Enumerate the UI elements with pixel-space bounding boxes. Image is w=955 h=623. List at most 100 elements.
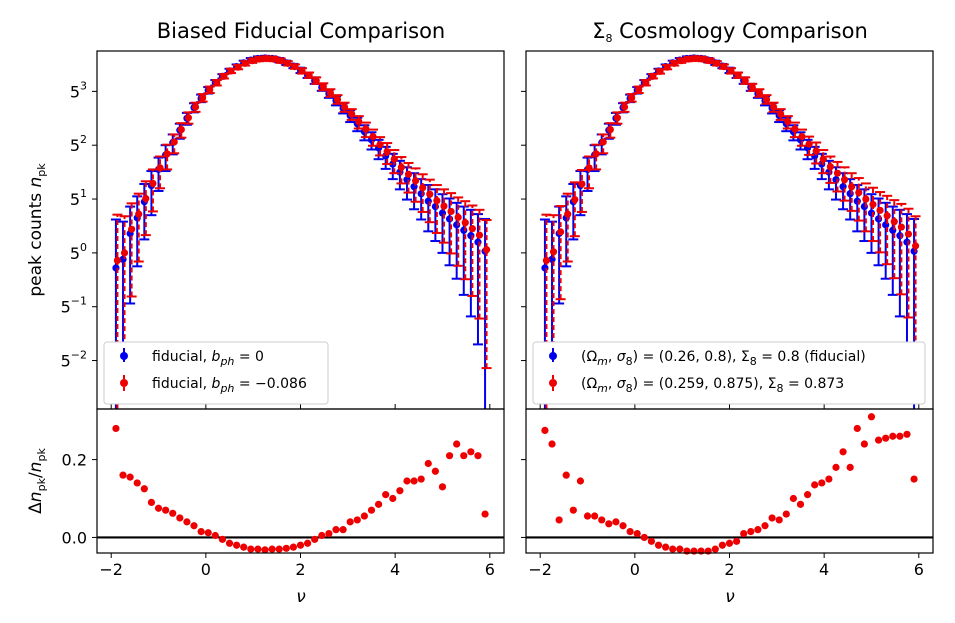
ratio-point	[197, 527, 205, 536]
data-point	[564, 210, 572, 218]
ratio-point	[325, 529, 333, 538]
left-ratio-plot: −2 0 2 4 6 0.0 0.2	[62, 424, 504, 579]
ratio-point	[747, 527, 755, 536]
x-tick-label: 6	[914, 560, 924, 579]
ratio-point	[555, 516, 563, 524]
x-tick-label: −2	[528, 560, 552, 579]
data-point	[748, 83, 756, 91]
ratio-point	[725, 539, 734, 547]
data-point	[454, 213, 462, 221]
y-tick-label: 53	[70, 79, 87, 101]
ratio-point	[119, 471, 127, 479]
data-point	[720, 63, 728, 71]
data-point	[541, 264, 549, 272]
ratio-point	[910, 475, 918, 483]
data-point	[791, 125, 799, 133]
ratio-point	[417, 475, 425, 483]
ratio-point	[225, 539, 234, 547]
data-point	[706, 57, 714, 65]
legend-entry-blue-left: fiducial, bph = 0	[120, 348, 264, 368]
ratio-point	[332, 526, 340, 534]
data-point	[453, 221, 461, 229]
ratio-point	[481, 510, 489, 518]
ratio-point	[654, 541, 663, 549]
left-ratio-frame	[96, 408, 505, 554]
ratio-point	[860, 440, 868, 448]
data-point	[213, 79, 221, 87]
data-point	[713, 59, 721, 67]
data-point	[128, 225, 136, 233]
ratio-point	[247, 545, 255, 553]
ratio-point	[803, 491, 812, 499]
data-point	[542, 256, 551, 265]
data-point	[270, 55, 278, 63]
ratio-point	[233, 541, 241, 549]
ratio-point	[353, 516, 361, 524]
ratio-point	[576, 477, 585, 485]
data-point	[663, 63, 671, 71]
ratio-point	[445, 452, 454, 460]
data-point	[642, 79, 650, 87]
data-point	[869, 200, 877, 209]
data-point	[549, 248, 558, 256]
ratio-point	[903, 430, 911, 438]
data-point	[867, 209, 876, 217]
ratio-point	[583, 512, 592, 520]
data-point	[184, 114, 193, 122]
x-tick-label: 2	[295, 560, 305, 579]
data-point	[426, 190, 434, 198]
ratio-point	[360, 512, 368, 520]
ratio-point	[303, 539, 312, 547]
legend-left: fiducial, bph = 0 fiducial, bph = −0.086	[103, 341, 329, 405]
data-point	[120, 249, 129, 257]
ratio-point	[410, 477, 418, 485]
ratio-point	[467, 448, 475, 456]
data-point	[319, 82, 327, 91]
data-point	[248, 57, 256, 65]
data-point	[142, 194, 150, 203]
data-point	[390, 155, 398, 163]
x-axis-label-left: ν	[296, 587, 306, 607]
data-point	[670, 59, 678, 67]
data-point	[467, 232, 475, 240]
data-point	[468, 225, 476, 233]
data-point	[805, 140, 813, 148]
ratio-point	[562, 471, 570, 479]
ratio-point	[640, 533, 648, 542]
ratio-point	[548, 440, 556, 448]
data-point	[305, 71, 313, 79]
data-point	[599, 138, 607, 146]
legend-label-blue-left: fiducial, bph = 0	[152, 349, 264, 368]
ratio-point	[275, 545, 283, 553]
y-axis-label-top: peak counts npk	[26, 163, 48, 297]
legend-box-left	[103, 341, 329, 405]
data-point	[445, 215, 454, 223]
ratio-point	[626, 527, 634, 536]
data-point	[156, 164, 164, 172]
data-point	[874, 215, 883, 223]
ratio-point	[839, 448, 847, 456]
ratio-point	[133, 479, 141, 487]
ratio-point	[796, 500, 805, 508]
data-point	[135, 210, 143, 218]
data-point	[163, 150, 171, 158]
data-point	[846, 190, 854, 198]
data-point	[362, 125, 370, 133]
ratio-point	[254, 545, 262, 553]
x-axis-label-right: ν	[725, 587, 735, 607]
ratio-point	[541, 426, 549, 435]
data-point	[649, 72, 657, 80]
ratio-point	[811, 481, 819, 489]
data-point	[419, 184, 427, 192]
data-point	[890, 218, 898, 226]
ratio-point	[605, 520, 613, 528]
ratio-point	[162, 506, 170, 514]
data-point	[826, 163, 834, 171]
data-point	[855, 188, 863, 197]
y-tick-label: 50	[70, 241, 87, 263]
ratio-point	[282, 544, 290, 552]
legend-marker-blue-right	[549, 352, 557, 360]
ratio-point	[889, 432, 897, 440]
data-point	[656, 67, 664, 76]
